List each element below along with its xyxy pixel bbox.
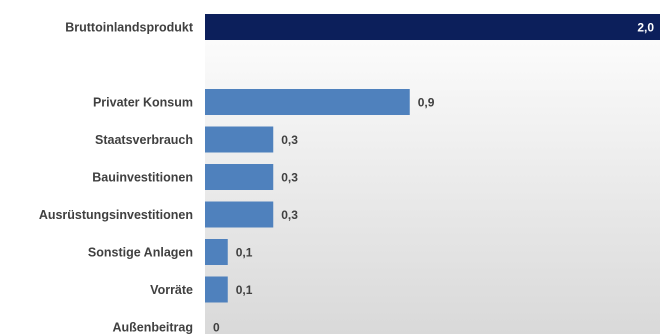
bar-vorr-te <box>205 276 228 303</box>
bar-sonstige-anlagen <box>205 239 228 265</box>
value-label-privater-konsum: 0,9 <box>418 96 435 110</box>
value-label-vorr-te: 0,1 <box>236 283 253 297</box>
category-label-vorr-te: Vorräte <box>150 283 193 297</box>
value-label-au-enbeitrag: 0 <box>213 321 220 334</box>
category-label-privater-konsum: Privater Konsum <box>93 96 193 110</box>
category-label-bauinvestitionen: Bauinvestitionen <box>92 171 193 185</box>
category-label-staatsverbrauch: Staatsverbrauch <box>95 133 193 147</box>
category-label-sonstige-anlagen: Sonstige Anlagen <box>88 246 193 260</box>
category-label-bruttoinlandsprodukt: Bruttoinlandsprodukt <box>65 21 194 35</box>
plot-area <box>205 8 660 334</box>
category-label-au-enbeitrag: Außenbeitrag <box>112 321 193 334</box>
bar-privater-konsum <box>205 89 410 115</box>
bar-staatsverbrauch <box>205 126 274 153</box>
bar-ausr-stungsinvestitionen <box>205 201 274 228</box>
value-label-sonstige-anlagen: 0,1 <box>236 246 253 260</box>
value-label-bruttoinlandsprodukt: 2,0 <box>637 21 654 35</box>
bar-bruttoinlandsprodukt <box>205 14 660 40</box>
value-label-ausr-stungsinvestitionen: 0,3 <box>281 208 298 222</box>
value-label-staatsverbrauch: 0,3 <box>281 133 298 147</box>
category-label-ausr-stungsinvestitionen: Ausrüstungsinvestitionen <box>39 208 193 222</box>
bar-bauinvestitionen <box>205 164 274 190</box>
value-label-bauinvestitionen: 0,3 <box>281 171 298 185</box>
